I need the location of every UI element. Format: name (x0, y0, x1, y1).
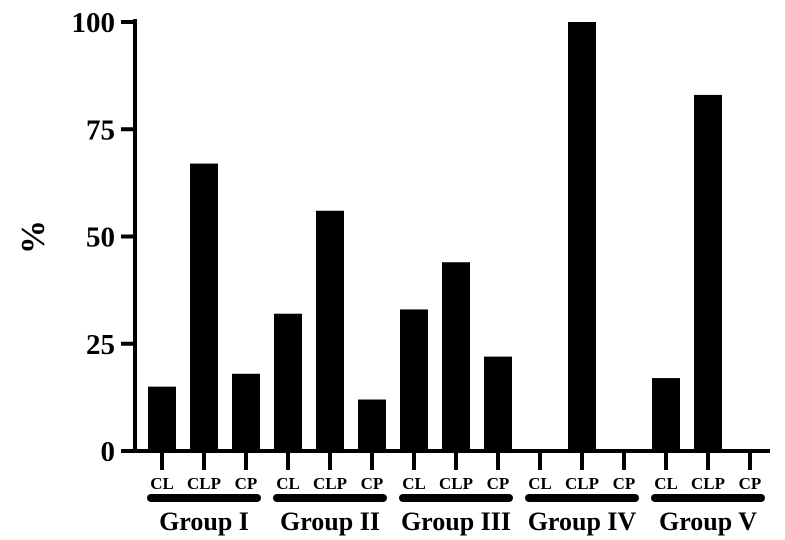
x-tick-label: CL (528, 474, 552, 493)
bar-group-iv-clp (568, 22, 596, 451)
y-tick-label: 50 (86, 222, 115, 254)
group-label: Group III (401, 507, 511, 536)
y-tick-label: 75 (86, 114, 115, 146)
x-tick-label: CP (613, 474, 636, 493)
x-tick-label: CLP (187, 474, 221, 493)
bar-group-iii-clp (442, 262, 470, 451)
bar-group-ii-cl (274, 313, 302, 451)
group-label: Group IV (528, 507, 637, 536)
bar-group-iii-cp (484, 356, 512, 451)
group-label: Group V (659, 507, 757, 536)
y-tick-label: 25 (86, 329, 115, 361)
bar-group-i-clp (190, 163, 218, 451)
x-tick-label: CP (739, 474, 762, 493)
x-tick-label: CP (487, 474, 510, 493)
x-tick-label: CL (276, 474, 300, 493)
group-label: Group I (159, 507, 249, 536)
bar-group-v-cl (652, 378, 680, 451)
y-tick-label: 0 (101, 436, 116, 468)
y-tick-label: 100 (72, 7, 116, 39)
x-tick-label: CLP (691, 474, 725, 493)
bar-group-i-cp (232, 373, 260, 451)
group-label: Group II (280, 507, 380, 536)
x-tick-label: CP (235, 474, 258, 493)
y-axis-label: % (15, 220, 52, 254)
x-tick-label: CL (654, 474, 678, 493)
x-tick-label: CLP (565, 474, 599, 493)
x-tick-label: CLP (439, 474, 473, 493)
x-tick-label: CP (361, 474, 384, 493)
x-tick-label: CLP (313, 474, 347, 493)
bar-group-ii-clp (316, 210, 344, 451)
bar-group-i-cl (148, 386, 176, 451)
bar-group-ii-cp (358, 399, 386, 451)
bar-group-v-clp (694, 94, 722, 452)
bar-group-iii-cl (400, 309, 428, 451)
x-tick-label: CL (150, 474, 174, 493)
x-tick-label: CL (402, 474, 426, 493)
